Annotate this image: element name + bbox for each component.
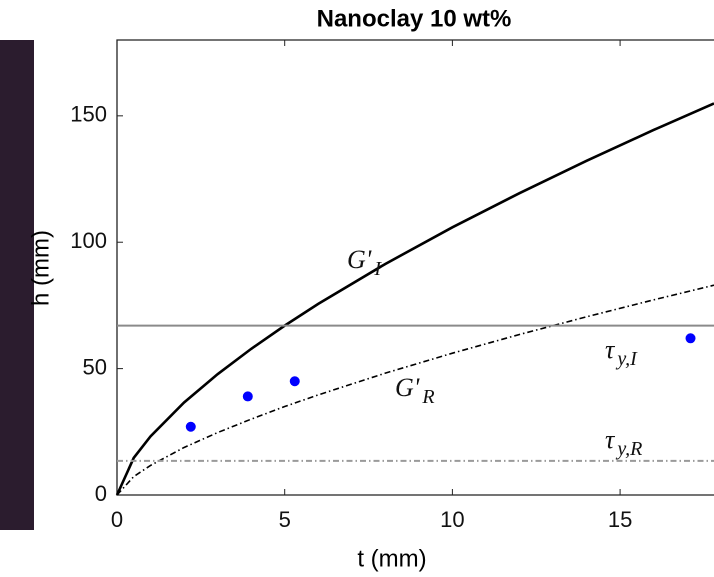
y-tick-label: 50 [83, 354, 107, 379]
annotation: G' I [347, 245, 382, 280]
data-point [185, 421, 196, 432]
x-tick-label: 5 [279, 507, 291, 532]
x-axis-label: t (mm) [357, 545, 426, 572]
data-point [289, 376, 300, 387]
chart-title: Nanoclay 10 wt% [317, 5, 512, 32]
x-tick-label: 10 [440, 507, 464, 532]
annotation-text: G' [347, 245, 372, 274]
annotation: G' R [395, 373, 435, 408]
x-tick-label: 15 [608, 507, 632, 532]
annotation-text: τ [605, 335, 616, 364]
curve [115, 102, 714, 496]
annotation-text: G' [395, 373, 420, 402]
annotation-subscript: y,R [615, 438, 642, 460]
y-tick-label: 100 [70, 228, 107, 253]
y-axis-label: h (mm) [27, 230, 54, 306]
annotation-subscript: R [421, 386, 434, 408]
annotation-subscript: I [373, 258, 382, 280]
y-tick-label: 150 [70, 102, 107, 127]
annotation: τ y,R [605, 425, 642, 460]
curve [116, 284, 714, 496]
data-point [242, 391, 253, 402]
photo-strip [0, 40, 34, 530]
axis-frame [116, 39, 714, 496]
data-point [685, 333, 696, 344]
y-tick-label: 0 [95, 481, 107, 506]
annotation: τ y,I [605, 335, 638, 370]
x-tick-label: 0 [111, 507, 123, 532]
annotation-text: τ [605, 425, 616, 454]
annotation-subscript: y,I [615, 348, 638, 370]
